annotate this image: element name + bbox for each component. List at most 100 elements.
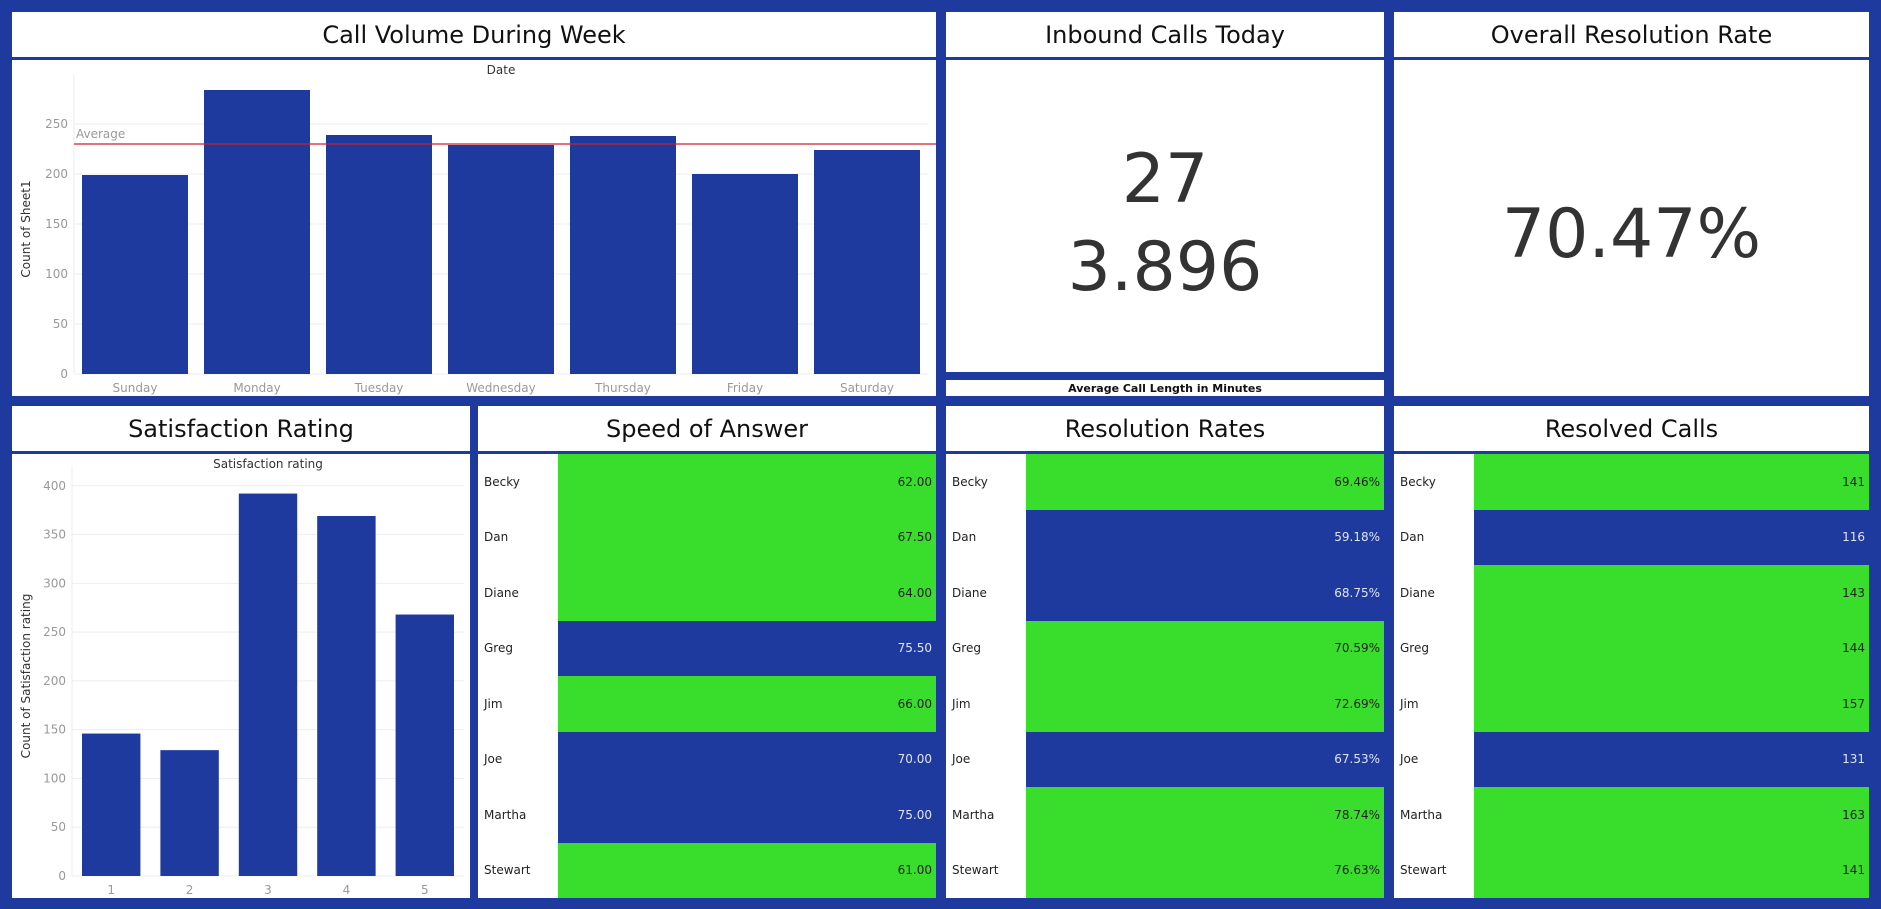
agent-name: Becky: [478, 475, 558, 489]
highlight-cell: [558, 676, 936, 732]
agent-name: Dan: [946, 530, 1026, 544]
highlight-cell: [1474, 676, 1869, 732]
resolved-calls-title: Resolved Calls: [1394, 406, 1869, 451]
y-tick-label: 150: [43, 723, 66, 737]
highlight-cell: [1026, 787, 1384, 843]
inbound-calls-panel: 27 3.896: [946, 60, 1384, 372]
agent-name: Becky: [946, 475, 1026, 489]
satisfaction-chart: Satisfaction rating Count of Satisfaction…: [12, 454, 470, 898]
highlight-cell: [1474, 510, 1869, 566]
x-tick-label: Saturday: [840, 381, 894, 395]
highlight-cell: [558, 732, 936, 788]
metric-value: 78.74%: [1334, 808, 1380, 822]
table-row: Stewart 76.63%: [946, 843, 1384, 899]
table-row: Joe 70.00: [478, 732, 936, 788]
metric-value: 68.75%: [1334, 586, 1380, 600]
table-row: Joe 131: [1394, 732, 1869, 788]
y-tick-label: 200: [43, 674, 66, 688]
agent-name: Greg: [946, 641, 1026, 655]
resolved-calls-title-text: Resolved Calls: [1545, 415, 1718, 443]
x-tick-label: 3: [264, 883, 272, 897]
highlight-cell: [558, 565, 936, 621]
call-volume-chart-panel: Date Count of Sheet1 0 50 100 150 200 250 Sunday…: [12, 60, 936, 396]
table-row: Dan 59.18%: [946, 510, 1384, 566]
resolution-rates-title-text: Resolution Rates: [1065, 415, 1266, 443]
satisfaction-title-text: Satisfaction Rating: [128, 415, 354, 443]
x-tick-label: Tuesday: [354, 381, 404, 395]
highlight-cell: [1474, 843, 1869, 899]
table-row: Martha 75.00: [478, 787, 936, 843]
y-tick-label: 300: [43, 576, 66, 590]
x-tick-label: Sunday: [113, 381, 158, 395]
metric-value: 75.50: [898, 641, 932, 655]
x-tick-label: Wednesday: [466, 381, 535, 395]
y-tick-label: 0: [60, 367, 68, 381]
agent-name: Joe: [1394, 752, 1474, 766]
satisfaction-title: Satisfaction Rating: [12, 406, 470, 451]
metric-value: 70.00: [898, 752, 932, 766]
table-row: Greg 75.50: [478, 621, 936, 677]
resolution-rates-title: Resolution Rates: [946, 406, 1384, 451]
call-volume-title-text: Call Volume During Week: [322, 21, 625, 49]
y-tick-label: 50: [53, 317, 68, 331]
agent-name: Dan: [478, 530, 558, 544]
x-tick-label: Thursday: [594, 381, 651, 395]
agent-name: Jim: [946, 697, 1026, 711]
speed-title-text: Speed of Answer: [606, 415, 808, 443]
call-volume-title: Call Volume During Week: [12, 12, 936, 57]
agent-name: Dan: [1394, 530, 1474, 544]
agent-name: Jim: [1394, 697, 1474, 711]
metric-value: 69.46%: [1334, 475, 1380, 489]
resolution-rates-table: Becky 69.46% Dan 59.18% Diane 68.75% Greg 70.59…: [946, 454, 1384, 898]
metric-value: 70.59%: [1334, 641, 1380, 655]
metric-value: 64.00: [898, 586, 932, 600]
table-row: Greg 144: [1394, 621, 1869, 677]
x-tick-label: 1: [107, 883, 115, 897]
table-row: Martha 163: [1394, 787, 1869, 843]
call-volume-chart: Date Count of Sheet1 0 50 100 150 200 250 Sunday…: [12, 60, 936, 396]
x-tick-label: 4: [343, 883, 351, 897]
x-tick-label: 5: [421, 883, 429, 897]
metric-value: 141: [1842, 863, 1865, 877]
satisfaction-chart-panel: Satisfaction rating Count of Satisfaction…: [12, 454, 470, 898]
highlight-cell: [558, 454, 936, 510]
average-label: Average: [76, 127, 125, 141]
table-row: Greg 70.59%: [946, 621, 1384, 677]
agent-name: Diane: [946, 586, 1026, 600]
agent-name: Martha: [478, 808, 558, 822]
highlight-cell: [1474, 787, 1869, 843]
table-row: Becky 69.46%: [946, 454, 1384, 510]
table-row: Martha 78.74%: [946, 787, 1384, 843]
highlight-cell: [1026, 676, 1384, 732]
x-tick-label: Monday: [233, 381, 280, 395]
agent-name: Stewart: [478, 863, 558, 877]
agent-name: Martha: [1394, 808, 1474, 822]
resolved-calls-table: Becky 141 Dan 116 Diane 143 Greg 144 Jim 157 Joe 13…: [1394, 454, 1869, 898]
inbound-calls-value: 27: [946, 140, 1384, 219]
highlight-cell: [1474, 732, 1869, 788]
y-tick-label: 200: [45, 167, 68, 181]
metric-value: 144: [1842, 641, 1865, 655]
table-row: Becky 141: [1394, 454, 1869, 510]
overall-resolution-value: 70.47%: [1394, 195, 1869, 274]
y-axis-title: Count of Satisfaction rating: [19, 594, 33, 759]
chart-title: Satisfaction rating: [213, 457, 323, 471]
highlight-cell: [558, 843, 936, 899]
overall-resolution-panel: 70.47%: [1394, 60, 1869, 396]
metric-value: 59.18%: [1334, 530, 1380, 544]
y-tick-label: 250: [45, 117, 68, 131]
bar: [204, 90, 310, 374]
table-row: Dan 116: [1394, 510, 1869, 566]
table-row: Becky 62.00: [478, 454, 936, 510]
table-row: Jim 72.69%: [946, 676, 1384, 732]
agent-name: Jim: [478, 697, 558, 711]
inbound-calls-title: Inbound Calls Today: [946, 12, 1384, 57]
table-row: Stewart 61.00: [478, 843, 936, 899]
metric-value: 67.53%: [1334, 752, 1380, 766]
bar: [239, 494, 297, 876]
table-row: Stewart 141: [1394, 843, 1869, 899]
agent-name: Joe: [478, 752, 558, 766]
table-row: Dan 67.50: [478, 510, 936, 566]
table-row: Jim 157: [1394, 676, 1869, 732]
bar: [160, 750, 218, 876]
